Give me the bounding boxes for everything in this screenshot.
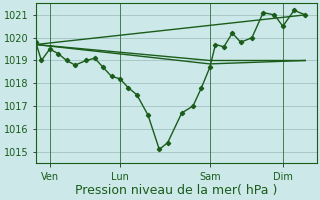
X-axis label: Pression niveau de la mer( hPa ): Pression niveau de la mer( hPa ) (75, 184, 277, 197)
